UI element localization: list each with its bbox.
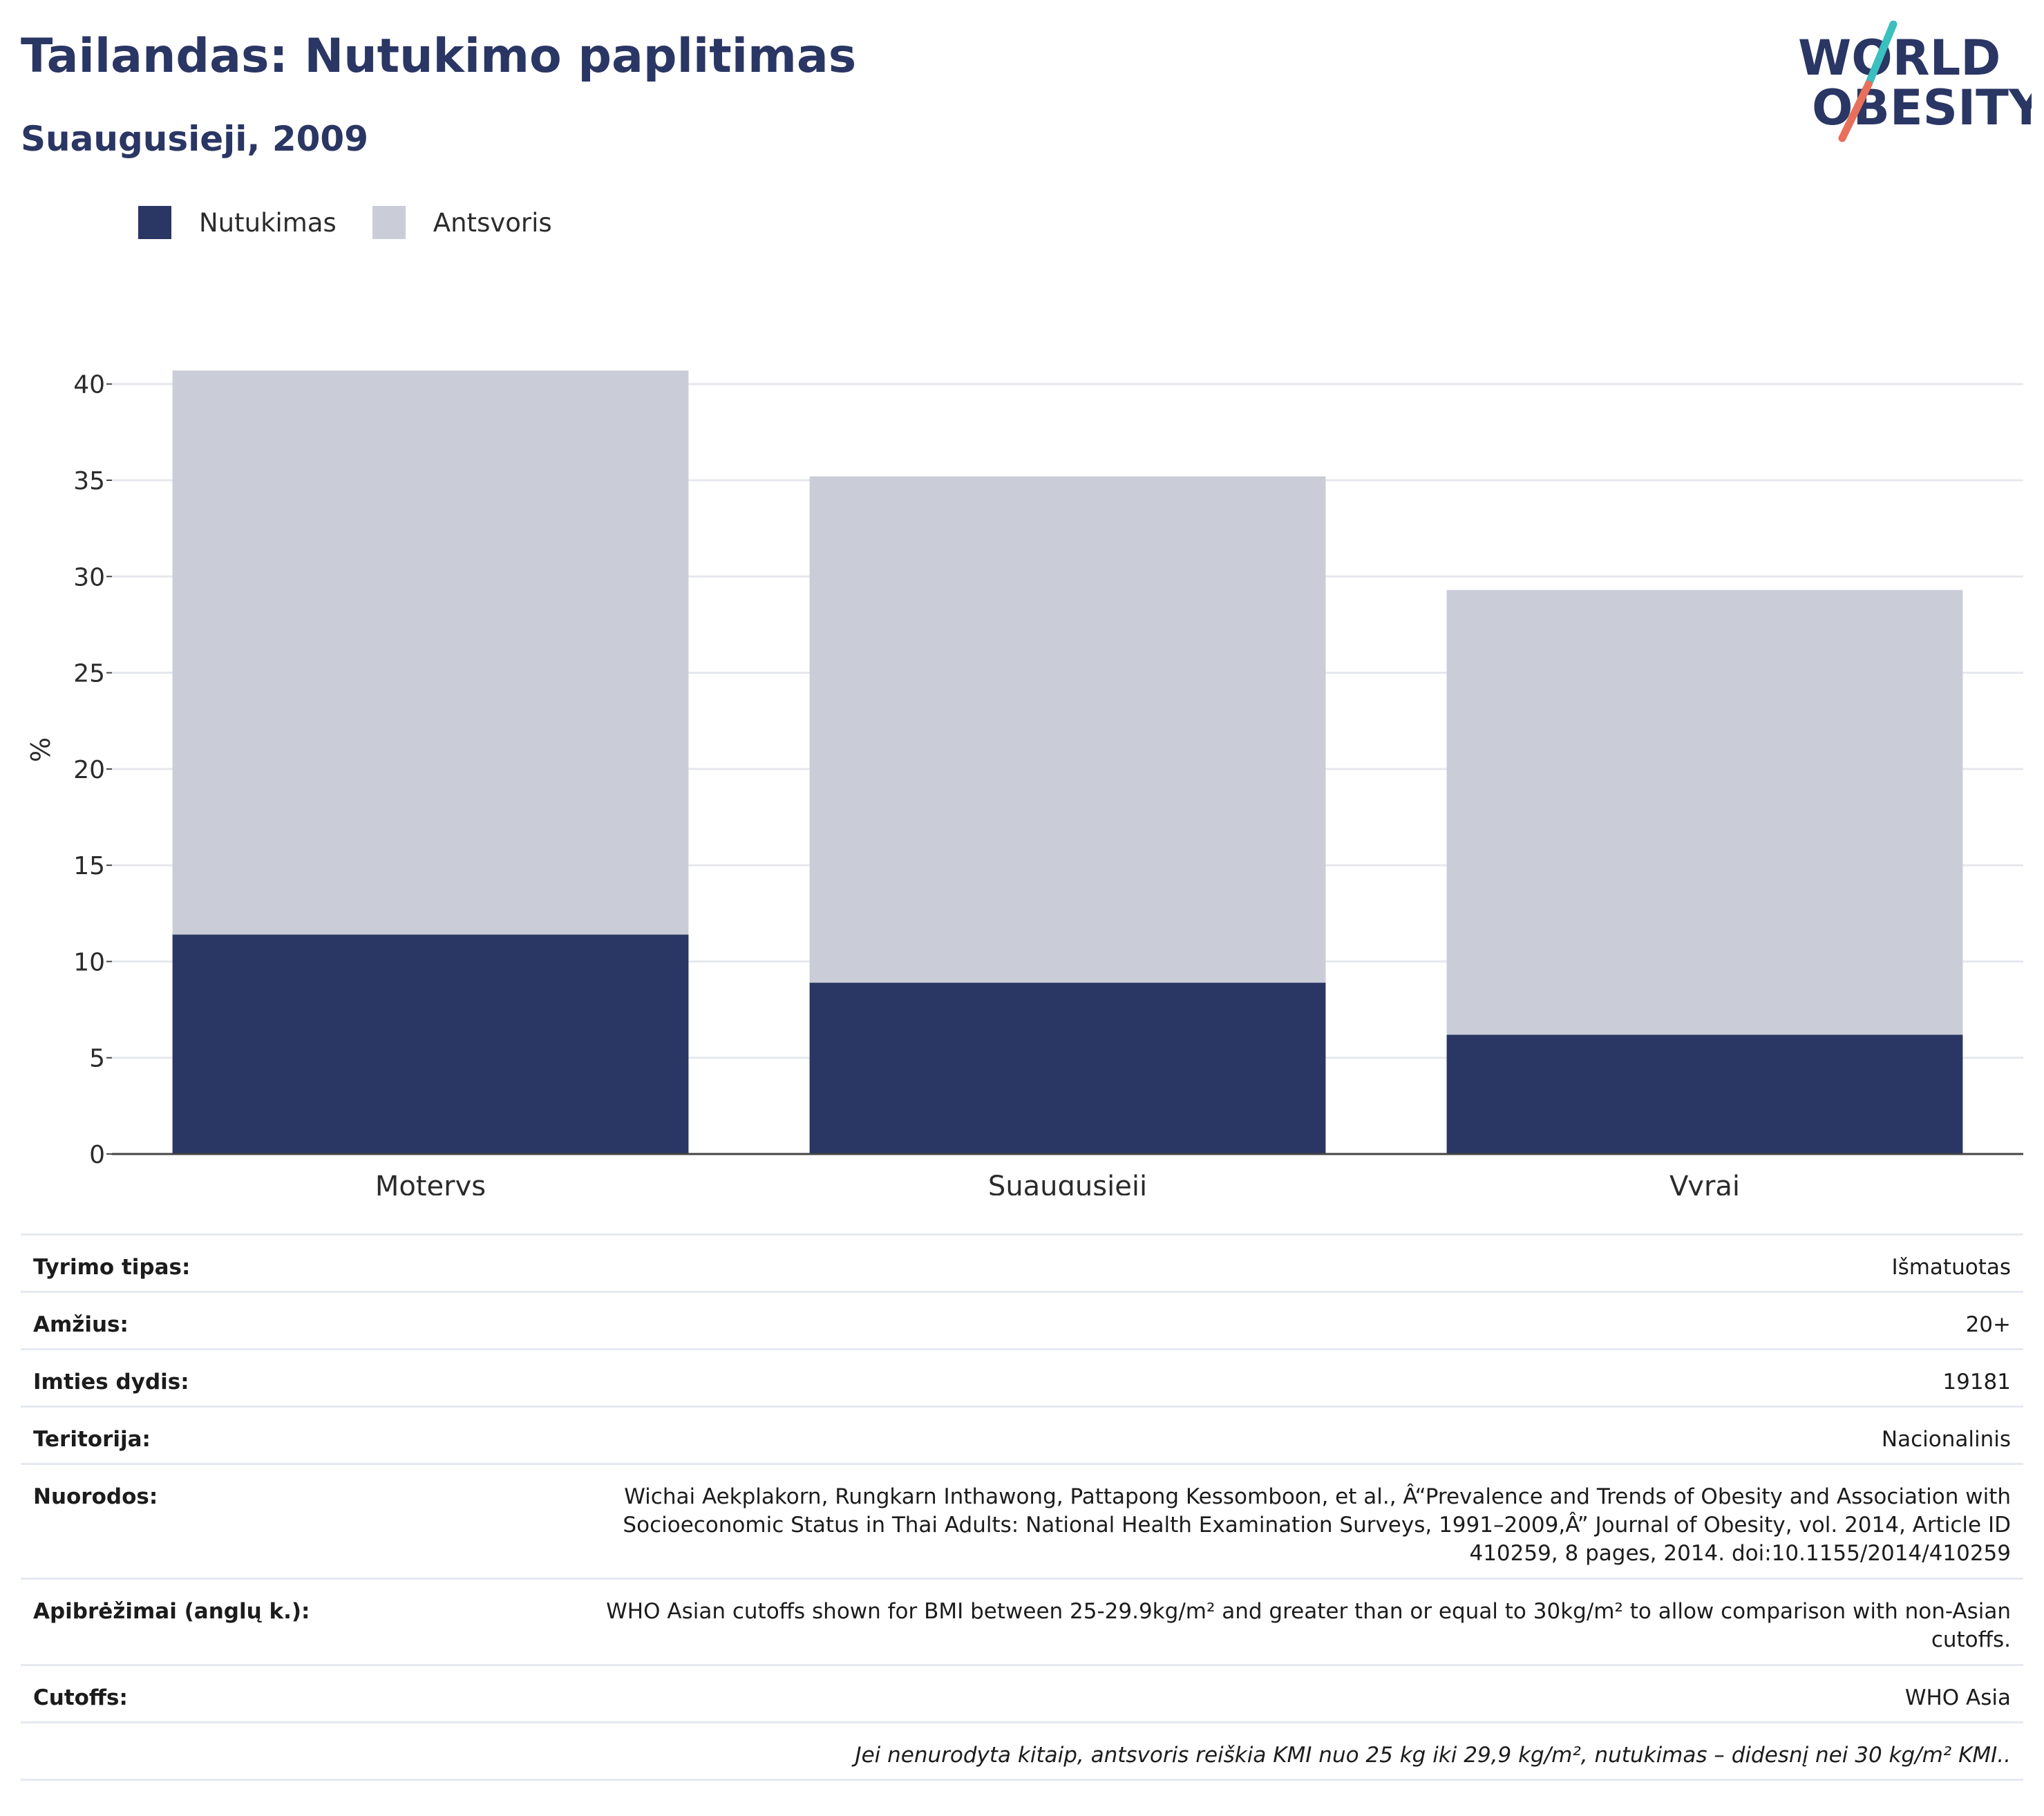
y-tick-label: 30 bbox=[73, 563, 105, 592]
y-tick-label: 20 bbox=[73, 756, 105, 784]
y-tick-label: 40 bbox=[73, 371, 105, 399]
info-label: Apibrėžimai (anglų k.): bbox=[33, 1599, 310, 1624]
logo-slash-bottom bbox=[1838, 80, 1873, 142]
info-label: Tyrimo tipas: bbox=[33, 1255, 191, 1280]
info-value: Nacionalinis bbox=[1881, 1427, 2011, 1452]
info-value: Wichai Aekplakorn, Rungkarn Inthawong, P… bbox=[623, 1484, 2011, 1566]
info-label: Imties dydis: bbox=[33, 1370, 189, 1394]
legend-item-antsvoris: Antsvoris bbox=[372, 206, 552, 239]
info-value: 19181 bbox=[1942, 1370, 2011, 1394]
x-tick-label: Vyrai bbox=[1669, 1171, 1740, 1195]
info-label: Amžius: bbox=[33, 1312, 129, 1337]
info-value: Išmatuotas bbox=[1891, 1255, 2011, 1280]
y-tick-label: 35 bbox=[73, 467, 105, 495]
info-row: Teritorija: Nacionalinis bbox=[21, 1406, 2023, 1463]
bar-antsvoris-vyrai bbox=[1446, 589, 1963, 1035]
logo-slash-top bbox=[1864, 21, 1898, 88]
info-row: Amžius: 20+ bbox=[21, 1291, 2023, 1348]
info-value: WHO Asian cutoffs shown for BMI between … bbox=[606, 1599, 2011, 1652]
bar-nutukimas-suaugusieji bbox=[809, 983, 1326, 1154]
info-row: Cutoffs: WHO Asia bbox=[21, 1664, 2023, 1721]
bar-antsvoris-suaugusieji bbox=[809, 476, 1326, 983]
legend-label-antsvoris: Antsvoris bbox=[433, 207, 552, 238]
x-tick-label: Moterys bbox=[375, 1171, 486, 1195]
info-value: WHO Asia bbox=[1904, 1685, 2011, 1710]
info-table: Tyrimo tipas: Išmatuotas Amžius: 20+ Imties … bbox=[21, 1233, 2023, 1781]
bar-nutukimas-moterys bbox=[172, 934, 689, 1154]
y-tick-label: 25 bbox=[73, 660, 105, 688]
x-tick-label: Suaugusieji bbox=[988, 1171, 1147, 1195]
world-obesity-logo: WORLD OBESITY bbox=[1798, 21, 2032, 142]
page-subtitle: Suaugusieji, 2009 bbox=[21, 119, 368, 159]
page-title: Tailandas: Nutukimo paplitimas bbox=[21, 29, 857, 84]
info-row: Tyrimo tipas: Išmatuotas bbox=[21, 1233, 2023, 1291]
chart-axes: 0 5 10 15 20 25 30 35 40% Moterys Suaugusieji Vyrai bbox=[26, 371, 2023, 1195]
logo-line1: WORLD bbox=[1798, 30, 2000, 86]
info-label: Nuorodos: bbox=[33, 1484, 158, 1509]
y-tick-label: 5 bbox=[89, 1045, 105, 1073]
y-tick-label: 15 bbox=[73, 852, 105, 880]
y-tick-label: 10 bbox=[73, 948, 105, 976]
bar-chart: 0 5 10 15 20 25 30 35 40% Moterys Suaugusieji Vyrai bbox=[26, 370, 2023, 1195]
chart-bars bbox=[172, 370, 1963, 1154]
legend-swatch-antsvoris bbox=[372, 206, 406, 239]
legend-label-nutukimas: Nutukimas bbox=[199, 207, 337, 238]
info-row: Nuorodos: Wichai Aekplakorn, Rungkarn Int… bbox=[21, 1463, 2023, 1578]
chart-legend: Nutukimas Antsvoris bbox=[138, 206, 588, 239]
legend-swatch-nutukimas bbox=[138, 206, 171, 239]
legend-item-nutukimas: Nutukimas bbox=[138, 206, 337, 239]
bar-nutukimas-vyrai bbox=[1446, 1034, 1963, 1154]
footnote: Jei nenurodyta kitaip, antsvoris reiškia… bbox=[21, 1721, 2023, 1779]
info-label: Cutoffs: bbox=[33, 1685, 128, 1710]
info-label: Teritorija: bbox=[33, 1427, 151, 1452]
info-row: Imties dydis: 19181 bbox=[21, 1348, 2023, 1406]
info-value: 20+ bbox=[1965, 1312, 2011, 1337]
bar-antsvoris-moterys bbox=[172, 370, 689, 935]
info-table-end-divider bbox=[21, 1779, 2023, 1781]
y-axis-title: % bbox=[26, 737, 56, 762]
y-tick-label: 0 bbox=[89, 1141, 105, 1169]
footnote-text: Jei nenurodyta kitaip, antsvoris reiškia… bbox=[855, 1743, 2011, 1768]
info-row: Apibrėžimai (anglų k.): WHO Asian cutoffs… bbox=[21, 1578, 2023, 1664]
